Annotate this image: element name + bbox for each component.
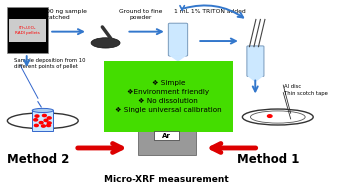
Text: Ground to fine
powder: Ground to fine powder [119, 9, 163, 20]
Circle shape [34, 119, 38, 121]
FancyBboxPatch shape [154, 131, 179, 140]
FancyBboxPatch shape [32, 110, 53, 131]
Circle shape [42, 114, 46, 117]
FancyBboxPatch shape [7, 7, 48, 53]
Circle shape [41, 125, 45, 127]
FancyBboxPatch shape [138, 121, 196, 155]
Circle shape [268, 115, 272, 117]
Circle shape [39, 122, 43, 124]
Text: Al disc: Al disc [284, 84, 302, 89]
Text: (Th,U)O₂
RADI pellets: (Th,U)O₂ RADI pellets [15, 26, 40, 35]
Text: Micro-XRF measurement: Micro-XRF measurement [104, 175, 229, 184]
Polygon shape [170, 55, 186, 61]
Circle shape [34, 124, 38, 127]
Text: Method 1: Method 1 [237, 153, 299, 166]
Text: ❖ Simple
❖Environment friendly
❖ No dissolution
❖ Single universal calibration: ❖ Simple ❖Environment friendly ❖ No diss… [115, 80, 222, 113]
Text: 1 mL 1% TRITON added: 1 mL 1% TRITON added [174, 9, 246, 14]
Circle shape [44, 119, 48, 122]
FancyBboxPatch shape [247, 46, 264, 77]
FancyBboxPatch shape [9, 19, 46, 42]
FancyBboxPatch shape [104, 61, 233, 132]
Circle shape [47, 117, 51, 119]
Text: * 500-600 ng sample
scratched: * 500-600 ng sample scratched [24, 9, 87, 20]
Text: Ar: Ar [162, 133, 171, 139]
Circle shape [47, 122, 51, 124]
Text: Sample deposition from 10
different points of pellet: Sample deposition from 10 different poin… [14, 58, 85, 69]
Circle shape [35, 115, 39, 117]
FancyBboxPatch shape [168, 23, 188, 56]
Polygon shape [248, 76, 263, 81]
Text: Thin scotch tape: Thin scotch tape [284, 91, 328, 96]
Circle shape [47, 124, 51, 127]
Text: Method 2: Method 2 [7, 153, 69, 166]
Ellipse shape [32, 108, 53, 112]
Ellipse shape [91, 38, 120, 48]
